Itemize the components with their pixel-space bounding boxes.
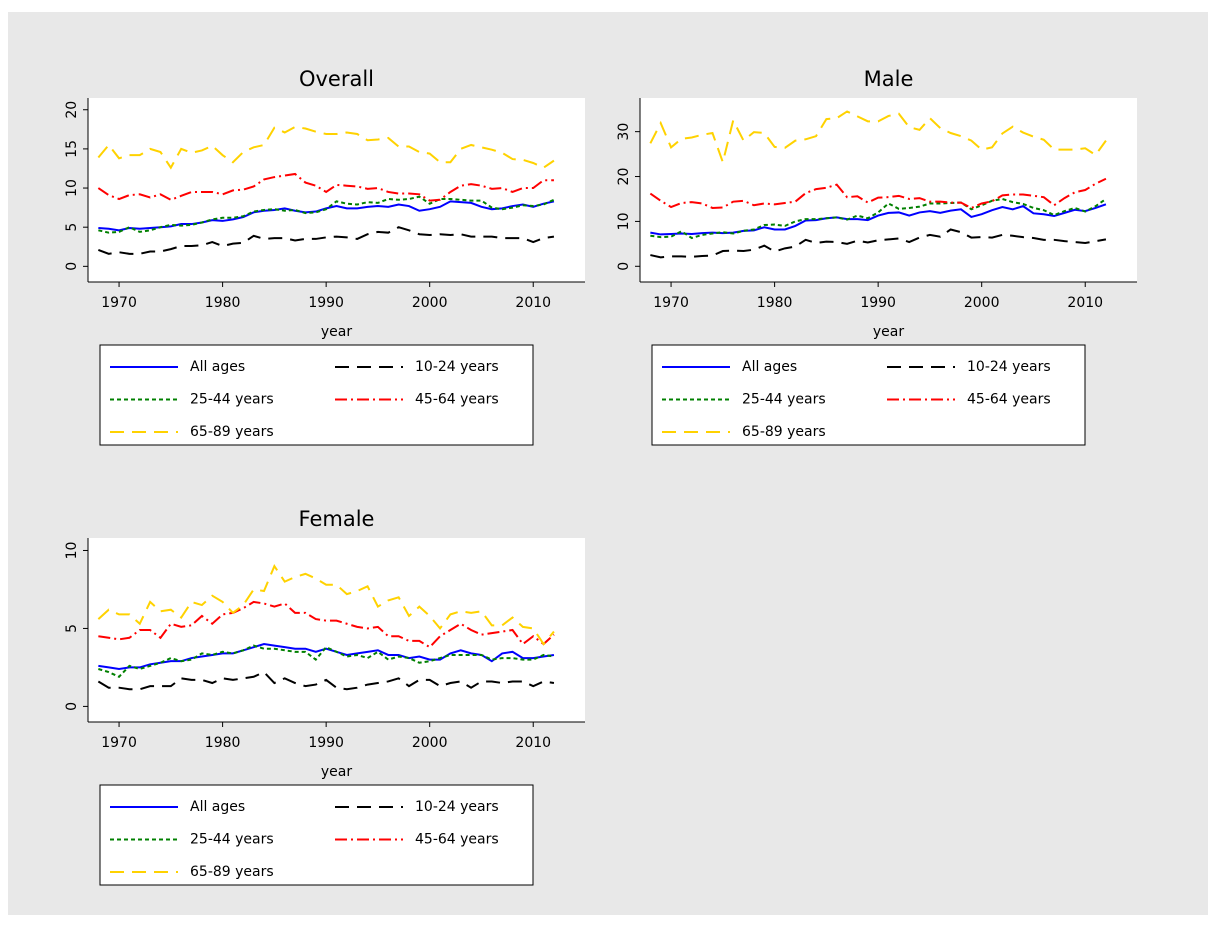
x-tick-label: 1990 — [308, 735, 344, 751]
x-tick-label: 2000 — [412, 295, 448, 311]
x-tick-label: 1980 — [205, 735, 241, 751]
plot-area — [88, 98, 585, 282]
series-line — [97, 172, 554, 202]
x-tick-label: 1980 — [205, 295, 241, 311]
series-line — [650, 197, 1107, 240]
legend-label: 25-44 years — [742, 392, 826, 408]
chart-title: Overall — [299, 67, 374, 91]
x-tick-label: 2010 — [515, 735, 551, 751]
y-tick-label: 5 — [64, 624, 80, 633]
legend-label: 10-24 years — [415, 359, 499, 375]
x-axis-label: year — [873, 324, 904, 340]
x-axis-label: year — [321, 324, 352, 340]
series-line — [97, 563, 555, 646]
series-line — [98, 644, 555, 678]
x-tick-label: 2010 — [1067, 295, 1103, 311]
legend — [651, 344, 1086, 446]
x-tick-label: 1970 — [101, 295, 137, 311]
y-tick-label: 5 — [64, 223, 80, 232]
y-tick-label: 0 — [64, 262, 80, 271]
x-tick-label: 1980 — [757, 295, 793, 311]
x-tick-label: 1970 — [653, 295, 689, 311]
chart-title: Female — [299, 507, 375, 531]
legend-label: 25-44 years — [190, 832, 274, 848]
legend-label: All ages — [190, 799, 245, 815]
series-line — [97, 670, 555, 691]
x-tick-label: 1970 — [101, 735, 137, 751]
y-tick-label: 10 — [64, 542, 80, 560]
legend — [99, 784, 534, 886]
series-line — [97, 125, 555, 170]
y-tick-label: 30 — [616, 123, 632, 141]
legend-label: 45-64 years — [415, 832, 499, 848]
legend-label: 65-89 years — [190, 864, 274, 880]
legend-label: 45-64 years — [415, 392, 499, 408]
x-tick-label: 1990 — [860, 295, 896, 311]
series-line — [98, 600, 555, 649]
chart-title: Male — [864, 67, 914, 91]
y-tick-label: 15 — [64, 140, 80, 158]
legend-label: All ages — [742, 359, 797, 375]
y-tick-label: 10 — [64, 179, 80, 197]
y-tick-label: 20 — [64, 101, 80, 119]
legend-label: 10-24 years — [967, 359, 1051, 375]
series-line — [98, 195, 555, 234]
y-tick-label: 20 — [616, 168, 632, 186]
x-axis-label: year — [321, 764, 352, 780]
legend-label: 25-44 years — [190, 392, 274, 408]
x-tick-label: 2000 — [964, 295, 1000, 311]
plot-area — [640, 98, 1137, 282]
legend-label: All ages — [190, 359, 245, 375]
plot-area — [88, 538, 585, 722]
legend — [99, 344, 534, 446]
series-line — [649, 110, 1107, 166]
series-line — [98, 226, 555, 255]
y-tick-label: 10 — [616, 213, 632, 231]
x-tick-label: 2010 — [515, 295, 551, 311]
y-tick-label: 0 — [616, 262, 632, 271]
series-line — [650, 228, 1107, 259]
legend-label: 45-64 years — [967, 392, 1051, 408]
legend-label: 65-89 years — [742, 424, 826, 440]
legend-label: 65-89 years — [190, 424, 274, 440]
series-line — [649, 177, 1107, 210]
x-tick-label: 1990 — [308, 295, 344, 311]
x-tick-label: 2000 — [412, 735, 448, 751]
legend-label: 10-24 years — [415, 799, 499, 815]
y-tick-label: 0 — [64, 702, 80, 711]
